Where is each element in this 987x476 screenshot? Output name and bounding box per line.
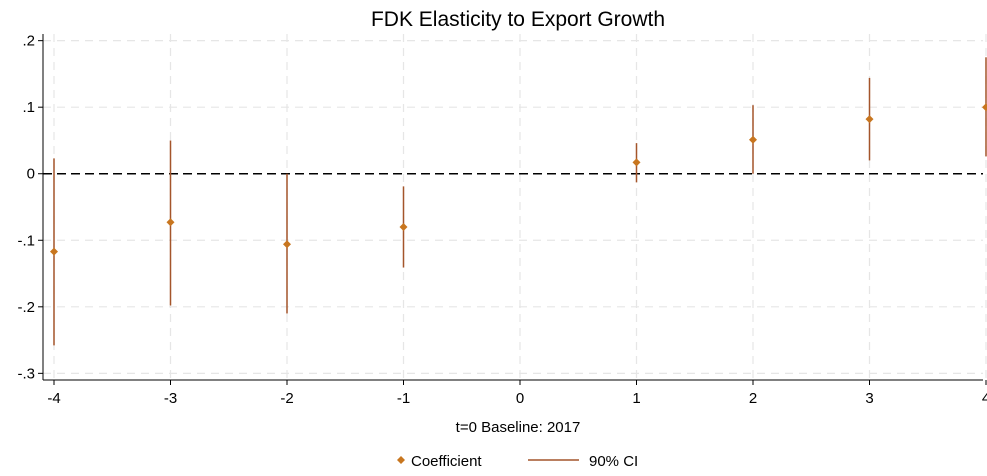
grid [43, 34, 987, 380]
coefficient-point [749, 135, 757, 144]
x-tick-label: 1 [632, 390, 640, 407]
x-axis-label: t=0 Baseline: 2017 [456, 419, 581, 436]
coefficient-point [865, 115, 874, 124]
x-tick-label: -1 [397, 390, 410, 407]
x-tick-label: -3 [164, 390, 177, 407]
legend-coefficient-label: Coefficient [411, 453, 482, 470]
coefficient-point [632, 158, 641, 167]
coefficient-point [399, 222, 408, 231]
y-tick-label: -.1 [17, 232, 35, 249]
y-tick-label: -.2 [17, 299, 35, 316]
legend: Coefficient 90% CI [397, 453, 638, 470]
y-tick-label: .1 [22, 99, 35, 116]
y-tick-label: 0 [27, 166, 35, 183]
coefficient-point [982, 103, 987, 112]
x-tick-label: 4 [982, 390, 987, 407]
legend-coefficient-marker [397, 456, 405, 464]
x-tick-label: 0 [516, 390, 524, 407]
x-tick-label: -2 [280, 390, 293, 407]
coefficient-point [166, 218, 175, 227]
chart-title: FDK Elasticity to Export Growth [371, 8, 665, 31]
plot-area [43, 57, 987, 346]
x-tick-label: 3 [865, 390, 873, 407]
coefficient-point [50, 247, 58, 256]
legend-ci-label: 90% CI [589, 453, 638, 470]
x-tick-label: -4 [47, 390, 60, 407]
y-tick-label: .2 [22, 33, 35, 50]
axes: .2 .1 0 -.1 -.2 -.3 -4 -3 -2 -1 0 1 2 3 4 [17, 33, 987, 407]
y-tick-label: -.3 [17, 365, 35, 382]
x-tick-label: 2 [749, 390, 757, 407]
coefficient-point [283, 240, 291, 249]
